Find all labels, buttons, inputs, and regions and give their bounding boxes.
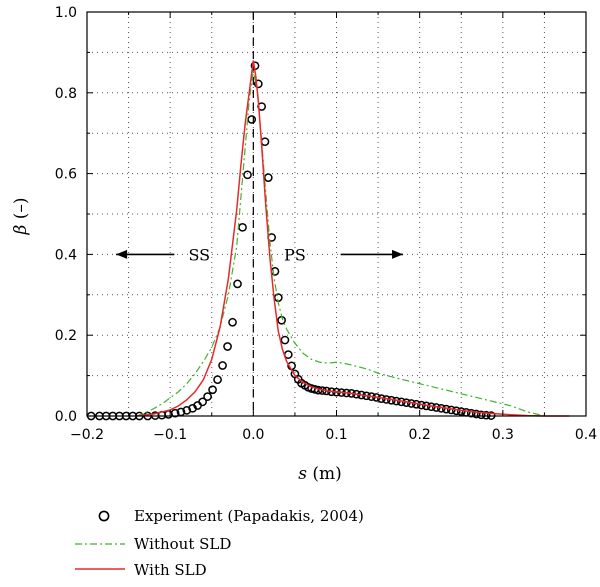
data-point bbox=[270, 267, 280, 276]
x-tick-label: −0.2 bbox=[70, 427, 104, 443]
data-point bbox=[263, 173, 273, 182]
data-point bbox=[170, 408, 180, 418]
legend-marker-experiment bbox=[98, 510, 110, 522]
y-tick-label: 0.0 bbox=[55, 409, 77, 425]
data-point bbox=[476, 410, 486, 420]
x-tick-label: 0.2 bbox=[409, 427, 431, 443]
legend-item-experiment: Experiment (Papadakis, 2004) bbox=[98, 507, 364, 525]
x-tick-label: 0.4 bbox=[575, 427, 597, 443]
series-line-without-sld bbox=[136, 70, 545, 417]
data-point bbox=[223, 342, 232, 351]
y-tick-label: 0.2 bbox=[55, 328, 77, 344]
legend-item-with-sld: With SLD bbox=[75, 561, 207, 579]
annotation-arrow-head bbox=[392, 249, 404, 259]
legend-label-without-sld: Without SLD bbox=[134, 535, 231, 553]
grid-lines bbox=[87, 12, 586, 416]
data-point bbox=[471, 409, 481, 419]
y-tick-label: 1.0 bbox=[55, 5, 77, 21]
data-point bbox=[238, 222, 247, 232]
y-tick-labels: 0.0 0.2 0.4 0.6 0.8 1.0 bbox=[55, 5, 77, 425]
data-point bbox=[280, 335, 290, 345]
x-axis-symbol: s bbox=[298, 464, 307, 484]
annotation-label: PS bbox=[284, 245, 306, 264]
y-axis-title: β (–) bbox=[11, 198, 31, 236]
series-layer bbox=[86, 60, 570, 421]
data-point bbox=[247, 115, 257, 124]
data-point bbox=[481, 410, 491, 420]
data-point bbox=[203, 392, 212, 401]
series-line-with-sld bbox=[136, 60, 570, 417]
data-point bbox=[228, 317, 237, 327]
x-tick-labels: −0.2 −0.1 0.0 0.1 0.2 0.3 0.4 bbox=[70, 427, 597, 443]
annotation-arrow-head bbox=[116, 249, 128, 259]
data-point bbox=[253, 79, 263, 89]
data-point bbox=[233, 279, 242, 289]
x-tick-label: −0.1 bbox=[153, 427, 187, 443]
legend: Experiment (Papadakis, 2004) Without SLD… bbox=[75, 507, 364, 579]
legend-item-without-sld: Without SLD bbox=[75, 535, 231, 553]
legend-label-with-sld: With SLD bbox=[134, 561, 207, 579]
x-tick-label: 0.1 bbox=[325, 427, 347, 443]
x-tick-label: 0.3 bbox=[492, 427, 514, 443]
annotations: SS PS bbox=[116, 245, 404, 264]
x-axis-unit: (m) bbox=[307, 464, 342, 484]
data-point bbox=[182, 405, 192, 415]
annotation-label: SS bbox=[188, 245, 210, 264]
y-axis-unit: (–) bbox=[11, 198, 31, 225]
y-tick-label: 0.8 bbox=[55, 86, 77, 102]
data-point bbox=[198, 397, 207, 407]
data-point bbox=[260, 137, 270, 147]
x-tick-label: 0.0 bbox=[242, 427, 264, 443]
data-point bbox=[213, 375, 222, 384]
y-axis-symbol: β bbox=[11, 225, 31, 236]
y-tick-label: 0.4 bbox=[55, 247, 77, 263]
y-tick-label: 0.6 bbox=[55, 167, 77, 183]
data-point bbox=[243, 170, 252, 180]
data-point bbox=[208, 385, 217, 395]
series-experiment-markers bbox=[86, 61, 496, 421]
data-point bbox=[466, 408, 476, 418]
legend-label-experiment: Experiment (Papadakis, 2004) bbox=[134, 507, 364, 525]
x-axis-title: s (m) bbox=[298, 464, 342, 484]
tick-marks bbox=[86, 11, 587, 417]
data-point bbox=[218, 361, 227, 370]
